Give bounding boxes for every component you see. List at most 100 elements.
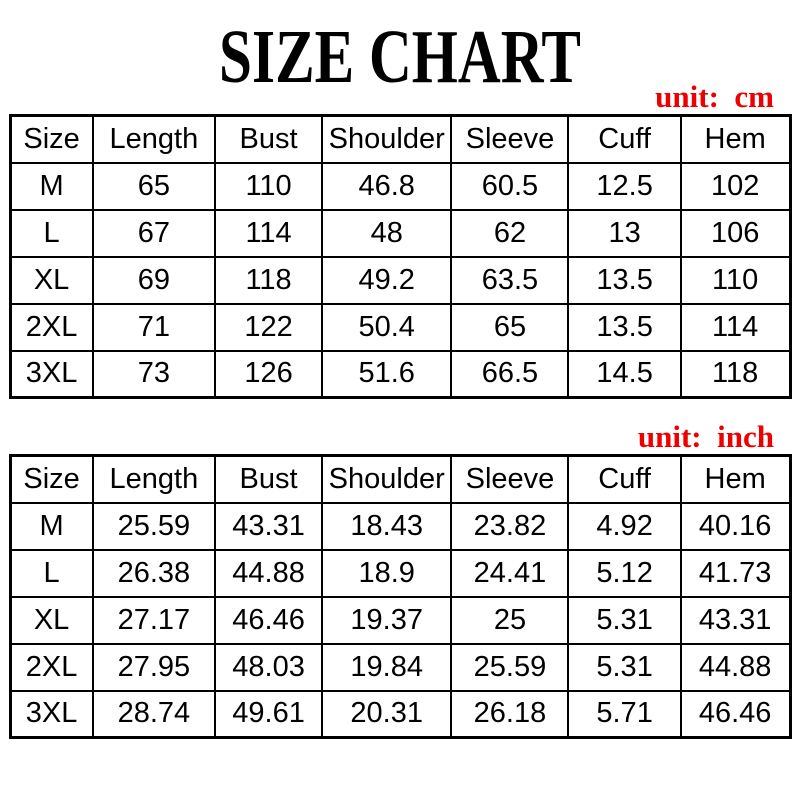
table-cell: 27.17 (91, 595, 217, 645)
table-cell: 106 (679, 208, 792, 258)
table-cell: 65 (450, 302, 570, 352)
table-cell: 5.12 (567, 548, 682, 598)
table-cell: 51.6 (320, 349, 453, 399)
table-cell: 110 (679, 255, 792, 305)
table-cell: 41.73 (679, 548, 792, 598)
table-cell: 25.59 (91, 501, 217, 551)
table-cell: 126 (214, 349, 323, 399)
column-header: Bust (214, 114, 323, 164)
header-row: Size Length Bust Shoulder Sleeve Cuff Hem (9, 114, 792, 164)
column-header: Sleeve (450, 114, 570, 164)
table-cell: 118 (214, 255, 323, 305)
column-header: Hem (679, 454, 792, 504)
table-cell: 40.16 (679, 501, 792, 551)
column-header: Shoulder (320, 114, 453, 164)
column-header: Cuff (567, 114, 682, 164)
column-header: Size (9, 454, 94, 504)
unit-label-cm: unit: cm (655, 79, 774, 114)
table-cell: 66.5 (450, 349, 570, 399)
table-cell: M (9, 501, 94, 551)
table-row: 3XL 73 126 51.6 66.5 14.5 118 (9, 349, 792, 399)
table-cell: 2XL (9, 302, 94, 352)
table-cell: 122 (214, 302, 323, 352)
column-header: Length (91, 454, 217, 504)
table-cell: 67 (91, 208, 217, 258)
table-cell: 25 (450, 595, 570, 645)
table-cell: 44.88 (679, 642, 792, 692)
table-row: 2XL 27.95 48.03 19.84 25.59 5.31 44.88 (9, 642, 792, 692)
table-cell: 43.31 (679, 595, 792, 645)
column-header: Length (91, 114, 217, 164)
table-cell: 43.31 (214, 501, 323, 551)
table-cell: 46.46 (214, 595, 323, 645)
column-header: Bust (214, 454, 323, 504)
table-cell: 19.84 (320, 642, 453, 692)
table-cell: 5.31 (567, 642, 682, 692)
table-cell: 60.5 (450, 161, 570, 211)
table-cell: 19.37 (320, 595, 453, 645)
table-cell: 46.46 (679, 689, 792, 739)
table-cell: L (9, 548, 94, 598)
table-cell: 46.8 (320, 161, 453, 211)
table-cell: 114 (214, 208, 323, 258)
table-cell: 4.92 (567, 501, 682, 551)
table-cell: XL (9, 595, 94, 645)
table-row: L 67 114 48 62 13 106 (9, 208, 792, 258)
table-cell: 50.4 (320, 302, 453, 352)
table-cell: 118 (679, 349, 792, 399)
table-cell: 44.88 (214, 548, 323, 598)
column-header: Cuff (567, 454, 682, 504)
table-cell: 69 (91, 255, 217, 305)
table-cell: 110 (214, 161, 323, 211)
table-cell: 13.5 (567, 302, 682, 352)
table-cell: M (9, 161, 94, 211)
table-cell: 26.38 (91, 548, 217, 598)
table-cell: 28.74 (91, 689, 217, 739)
table-row: 3XL 28.74 49.61 20.31 26.18 5.71 46.46 (9, 689, 792, 739)
table-row: 2XL 71 122 50.4 65 13.5 114 (9, 302, 792, 352)
table-cell: 63.5 (450, 255, 570, 305)
table-cell: 24.41 (450, 548, 570, 598)
table-cell: 5.71 (567, 689, 682, 739)
table-cell: 3XL (9, 689, 94, 739)
table-cell: 13.5 (567, 255, 682, 305)
table-cell: 48.03 (214, 642, 323, 692)
table-cell: XL (9, 255, 94, 305)
size-table-inch: Size Length Bust Shoulder Sleeve Cuff Hem M 25.5… (8, 454, 792, 739)
table-cell: 65 (91, 161, 217, 211)
column-header: Size (9, 114, 94, 164)
table-cell: 20.31 (320, 689, 453, 739)
table-cell: 49.2 (320, 255, 453, 305)
table-row: XL 27.17 46.46 19.37 25 5.31 43.31 (9, 595, 792, 645)
column-header: Hem (679, 114, 792, 164)
table-row: L 26.38 44.88 18.9 24.41 5.12 41.73 (9, 548, 792, 598)
table-row: M 25.59 43.31 18.43 23.82 4.92 40.16 (9, 501, 792, 551)
table-cell: 49.61 (214, 689, 323, 739)
table-row: M 65 110 46.8 60.5 12.5 102 (9, 161, 792, 211)
table-cell: 48 (320, 208, 453, 258)
table-cell: 13 (567, 208, 682, 258)
table-cell: 25.59 (450, 642, 570, 692)
table-cell: 14.5 (567, 349, 682, 399)
header-row: Size Length Bust Shoulder Sleeve Cuff Hem (9, 454, 792, 504)
table-cell: 27.95 (91, 642, 217, 692)
unit-label-inch: unit: inch (637, 419, 774, 454)
table-cell: 102 (679, 161, 792, 211)
table-cell: 12.5 (567, 161, 682, 211)
table-cell: L (9, 208, 94, 258)
table-cell: 26.18 (450, 689, 570, 739)
column-header: Shoulder (320, 454, 453, 504)
table-cell: 73 (91, 349, 217, 399)
column-header: Sleeve (450, 454, 570, 504)
table-cell: 5.31 (567, 595, 682, 645)
table-row: XL 69 118 49.2 63.5 13.5 110 (9, 255, 792, 305)
table-cell: 18.9 (320, 548, 453, 598)
table-cell: 3XL (9, 349, 94, 399)
table-cell: 2XL (9, 642, 94, 692)
table-cell: 23.82 (450, 501, 570, 551)
table-cell: 18.43 (320, 501, 453, 551)
size-table-cm: Size Length Bust Shoulder Sleeve Cuff Hem M 65 11… (8, 114, 792, 399)
table-cell: 71 (91, 302, 217, 352)
page-title: SIZE CHART (219, 15, 581, 99)
